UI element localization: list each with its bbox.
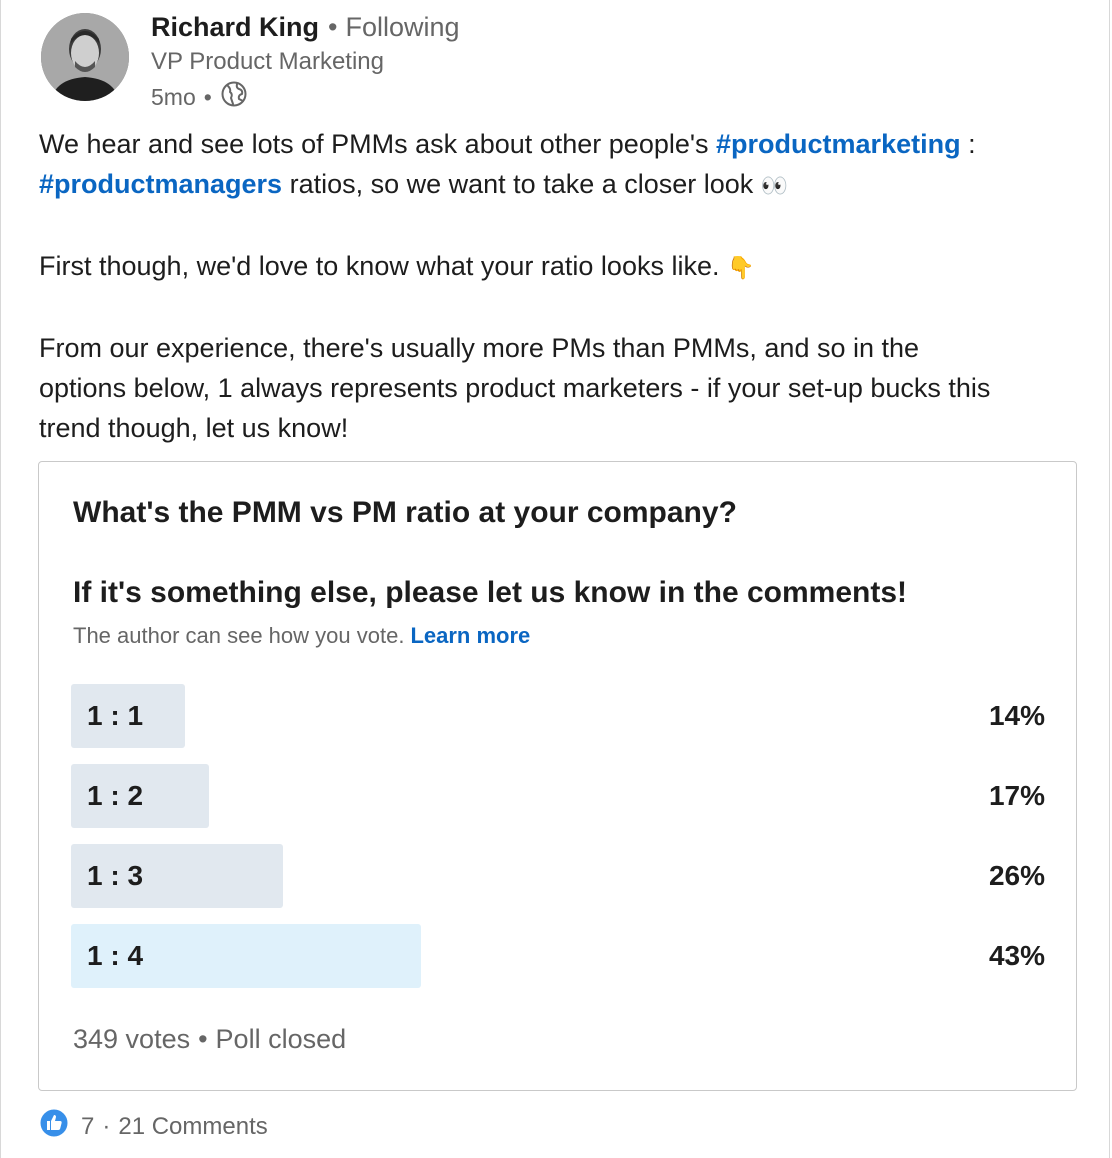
author-name[interactable]: Richard King: [151, 12, 320, 42]
separator-dot: •: [203, 83, 212, 110]
pointing-down-emoji: 👇: [726, 255, 755, 280]
poll-question: What's the PMM vs PM ratio at your compa…: [73, 496, 737, 529]
like-icon: [39, 1108, 81, 1145]
separator-dot: •: [328, 12, 338, 42]
hashtag-productmanagers[interactable]: #productmanagers: [39, 169, 283, 199]
poll-option-label: 1 : 4: [87, 940, 144, 971]
poll-option-label: 1 : 3: [87, 860, 144, 891]
poll-option-percent: 17%: [988, 780, 1045, 811]
post-text-segment: First though, we'd love to know what you…: [39, 251, 727, 281]
poll-option: 1 : 2 17%: [71, 764, 1045, 828]
separator-dot: ·: [102, 1112, 111, 1140]
poll-option: 1 : 3 26%: [71, 844, 1045, 908]
reaction-count[interactable]: 7: [81, 1112, 95, 1140]
poll-option-bar: [71, 684, 185, 748]
post-text-segment: :: [960, 129, 976, 159]
hashtag-productmarketing[interactable]: #productmarketing: [716, 129, 961, 159]
poll-footer: 349 votes • Poll closed: [73, 1024, 346, 1055]
post-line: First though, we'd love to know what you…: [39, 246, 1089, 288]
post-line: options below, 1 always represents produ…: [39, 373, 991, 403]
poll-option-bar: [71, 924, 421, 988]
globe-icon: [220, 80, 248, 114]
poll-option: 1 : 1 14%: [71, 684, 1045, 748]
post-text-segment: We hear and see lots of PMMs ask about o…: [39, 129, 717, 159]
poll-status: Poll closed: [215, 1024, 347, 1054]
poll-notice-text: The author can see how you vote.: [73, 623, 405, 648]
poll-card: What's the PMM vs PM ratio at your compa…: [38, 461, 1077, 1091]
learn-more-link[interactable]: Learn more: [410, 623, 531, 648]
eyes-emoji: 👀: [760, 173, 789, 198]
poll-option-bar: [71, 844, 283, 908]
post-text-segment: ratios, so we want to take a closer look: [282, 169, 761, 199]
poll-notice: The author can see how you vote. Learn mo…: [73, 623, 530, 649]
poll-option-percent: 14%: [988, 700, 1045, 731]
author-avatar[interactable]: [41, 13, 129, 101]
author-header: Richard King • Following: [151, 12, 460, 43]
post-line: From our experience, there's usually mor…: [39, 333, 920, 363]
post-line: trend though, let us know!: [39, 413, 349, 443]
poll-option-label: 1 : 1: [87, 700, 144, 731]
blank-line: [39, 206, 1089, 246]
poll-option: 1 : 4 43%: [71, 924, 1045, 988]
poll-option-label: 1 : 2: [87, 780, 144, 811]
poll-option-bar: [71, 764, 209, 828]
post-line: #productmanagers ratios, so we want to t…: [39, 164, 1089, 206]
poll-votes[interactable]: 349 votes: [73, 1024, 191, 1054]
post-body: We hear and see lots of PMMs ask about o…: [39, 124, 1089, 448]
follow-status[interactable]: Following: [345, 12, 460, 42]
social-counts: 7 · 21 Comments: [39, 1108, 268, 1145]
poll-option-percent: 26%: [988, 860, 1045, 891]
author-title: VP Product Marketing: [151, 48, 385, 75]
post-line: We hear and see lots of PMMs ask about o…: [39, 124, 1089, 164]
blank-line: [39, 288, 1089, 328]
post-meta: 5mo •: [151, 80, 248, 114]
poll-subquestion: If it's something else, please let us kn…: [73, 576, 907, 609]
post-time[interactable]: 5mo: [151, 83, 196, 110]
separator-dot: •: [198, 1024, 208, 1054]
poll-option-percent: 43%: [988, 940, 1045, 971]
comments-count[interactable]: 21 Comments: [118, 1112, 268, 1140]
